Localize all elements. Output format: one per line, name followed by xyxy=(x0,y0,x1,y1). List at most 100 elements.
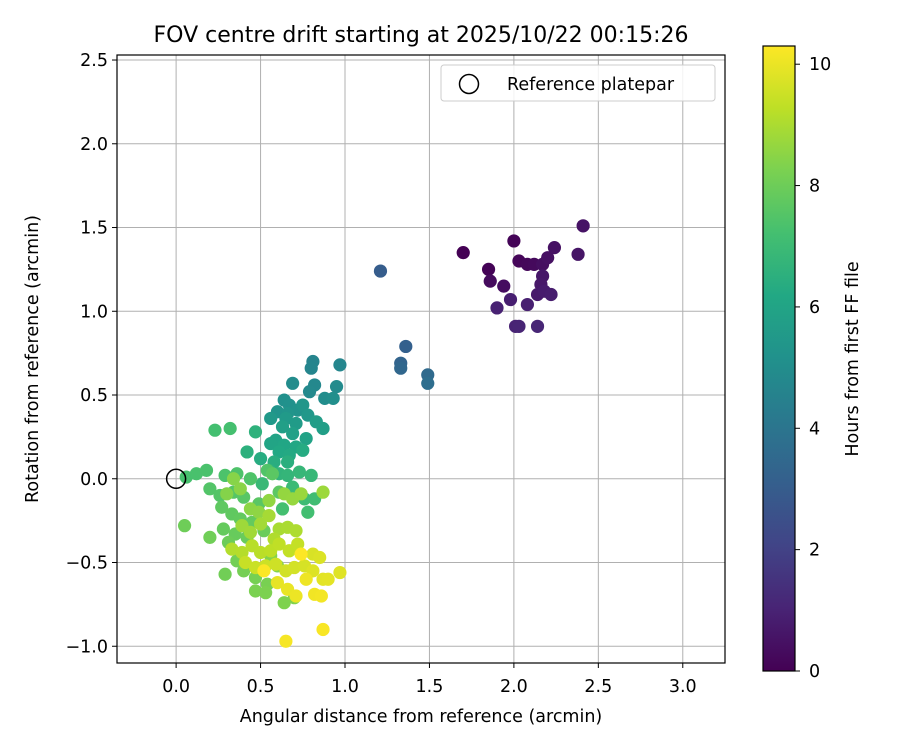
colorbar-tick-label: 2 xyxy=(809,541,820,561)
colorbar-label: Hours from first FF file xyxy=(843,261,863,456)
y-axis-ticks: −1.0 −0.5 0.0 0.5 1.0 1.5 2.0 2.5 xyxy=(66,51,117,657)
legend-reference-marker xyxy=(458,73,480,95)
scatter-point xyxy=(269,557,283,571)
colorbar-tick-label: 10 xyxy=(809,55,831,75)
scatter-point xyxy=(248,425,263,439)
plot-frame xyxy=(116,54,726,664)
scatter-point xyxy=(321,572,335,586)
scatter-point xyxy=(255,477,269,491)
scatter-point xyxy=(208,423,222,437)
scatter-point xyxy=(203,530,217,544)
scatter-point xyxy=(270,576,285,590)
y-tick-label: 0.5 xyxy=(80,386,108,406)
scatter-point xyxy=(503,292,518,307)
scatter-point xyxy=(299,431,313,446)
y-axis-label: Rotation from reference (arcmin) xyxy=(23,215,43,503)
scatter-point xyxy=(220,487,234,501)
scatter-point xyxy=(313,550,327,565)
colorbar-tick-label: 4 xyxy=(809,419,820,439)
scatter-point xyxy=(226,472,241,486)
scatter-point xyxy=(541,251,555,265)
scatter-point xyxy=(189,467,203,481)
scatter-point xyxy=(301,505,315,519)
scatter-point xyxy=(252,505,266,519)
scatter-point xyxy=(257,564,271,578)
scatter-point xyxy=(253,517,268,531)
scatter-point xyxy=(216,522,230,536)
scatter-point xyxy=(294,487,308,501)
scatter-point xyxy=(576,219,590,233)
scatter-point xyxy=(481,262,496,276)
data-points xyxy=(177,219,590,648)
legend-entry-reference-platepar: Reference platepar xyxy=(507,75,675,95)
chart-title: FOV centre drift starting at 2025/10/22 … xyxy=(154,23,689,48)
scatter-point xyxy=(177,519,192,533)
scatter-point xyxy=(286,426,300,441)
scatter-point xyxy=(272,537,286,551)
scatter-point xyxy=(199,463,214,477)
scatter-point xyxy=(547,241,562,255)
scatter-point xyxy=(483,274,497,288)
scatter-point xyxy=(262,493,276,508)
scatter-point xyxy=(275,502,290,516)
scatter-point xyxy=(520,297,535,312)
colorbar-tick-label: 6 xyxy=(809,298,820,318)
scatter-point xyxy=(243,525,258,539)
scatter-point xyxy=(497,279,511,293)
scatter-point xyxy=(179,470,193,484)
scatter-point xyxy=(280,455,295,469)
scatter-point xyxy=(264,436,278,451)
reference-point xyxy=(165,468,187,490)
scatter-point xyxy=(333,358,347,372)
scatter-point xyxy=(490,301,504,315)
scatter-point xyxy=(314,589,328,603)
scatter-point xyxy=(203,482,217,496)
scatter-point xyxy=(265,467,279,481)
scatter-point xyxy=(304,361,318,375)
scatter-point xyxy=(233,482,247,496)
y-tick-label: 1.5 xyxy=(80,219,108,239)
reference-marker xyxy=(165,468,187,490)
scatter-point xyxy=(399,339,413,354)
scatter-point xyxy=(373,264,388,278)
scatter-point xyxy=(275,420,290,434)
scatter-point xyxy=(421,376,435,390)
scatter-point xyxy=(304,468,318,483)
scatter-point xyxy=(225,542,239,556)
scatter-point xyxy=(530,319,545,333)
x-tick-label: 2.5 xyxy=(584,677,612,697)
scatter-point xyxy=(571,247,585,261)
scatter-point xyxy=(286,376,300,390)
colorbar-tick-label: 0 xyxy=(809,662,820,682)
y-tick-label: −0.5 xyxy=(66,554,109,574)
scatter-point xyxy=(302,385,317,399)
colorbar-tick-label: 8 xyxy=(809,177,820,197)
scatter-point xyxy=(544,287,558,302)
scatter-point xyxy=(262,509,276,523)
scatter-point xyxy=(280,468,295,483)
y-tick-label: 0.0 xyxy=(80,470,108,490)
scatter-point xyxy=(235,545,249,560)
scatter-point xyxy=(253,545,268,560)
scatter-point xyxy=(240,445,254,459)
scatter-point xyxy=(326,391,340,405)
scatter-point xyxy=(243,472,258,486)
scatter-point xyxy=(289,416,303,431)
scatter-point xyxy=(299,572,313,586)
x-tick-label: 0.0 xyxy=(162,677,190,697)
y-tick-label: 1.0 xyxy=(80,302,108,322)
scatter-point xyxy=(291,537,305,551)
x-tick-label: 1.0 xyxy=(331,677,359,697)
scatter-point xyxy=(316,622,330,637)
y-tick-label: −1.0 xyxy=(66,637,109,657)
x-tick-label: 0.5 xyxy=(247,677,275,697)
scatter-point xyxy=(279,634,293,648)
scatter-point xyxy=(218,567,232,581)
colorbar-ticks: 0 2 4 6 8 10 xyxy=(795,55,831,682)
x-tick-label: 1.5 xyxy=(416,677,444,697)
x-tick-label: 2.0 xyxy=(500,677,528,697)
scatter-point xyxy=(456,246,470,260)
scatter-point xyxy=(215,500,229,514)
scatter-point xyxy=(294,547,308,561)
